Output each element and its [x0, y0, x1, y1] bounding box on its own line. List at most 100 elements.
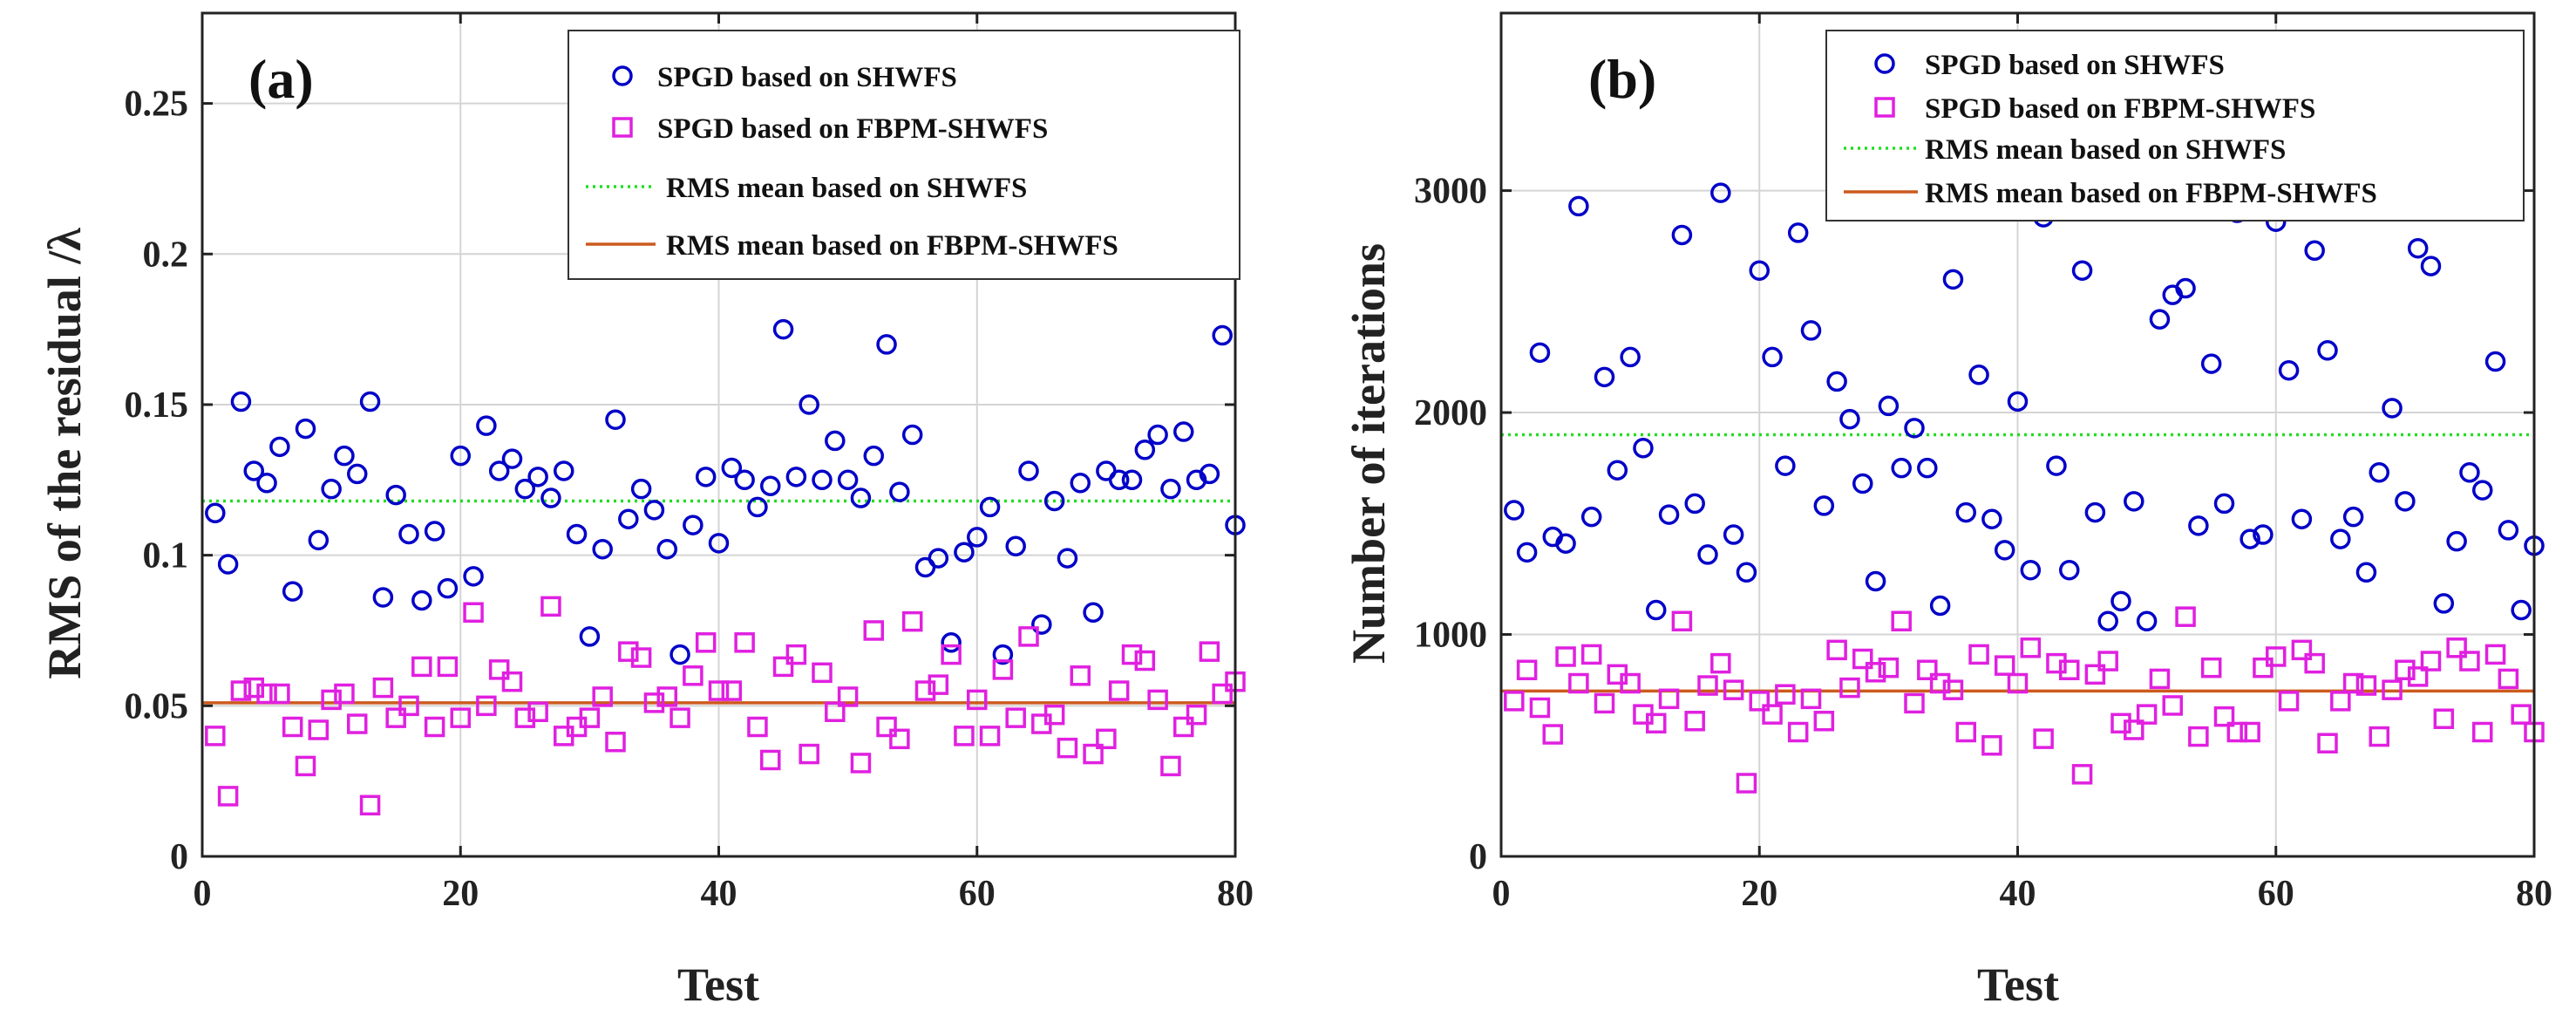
point-fbpm-a-9: [308, 719, 330, 740]
x-tick-label-a-1: 20: [442, 874, 479, 914]
point-fbpm-b-53: [2175, 606, 2196, 627]
y-tick-label-b-0: 0: [1469, 837, 1487, 877]
chart-panel-b: 0 20 40 60 80 0 1000 2000 3000 (b) Test Number …: [1342, 11, 2552, 1009]
point-fbpm-a-20: [450, 707, 471, 728]
legend-label-fbpm-b: SPGD based on FBPM-SHWFS: [1925, 93, 2315, 125]
legend-marker-circle-a: [612, 65, 633, 86]
point-fbpm-a-22: [476, 695, 497, 717]
point-fbpm-b-12: [1646, 712, 1667, 734]
point-shwfs-a-29: [566, 523, 588, 545]
point-fbpm-b-61: [2278, 691, 2300, 712]
point-fbpm-a-33: [618, 641, 639, 662]
point-fbpm-b-28: [1852, 648, 1873, 670]
point-shwfs-a-61: [979, 496, 1001, 518]
series-fbpm-points-a: [205, 596, 1246, 816]
point-shwfs-a-31: [592, 538, 613, 560]
point-fbpm-b-5: [1555, 646, 1576, 667]
point-fbpm-a-67: [1057, 737, 1078, 759]
x-tick-label-a-4: 80: [1217, 874, 1254, 914]
point-shwfs-a-36: [656, 538, 677, 560]
point-shwfs-a-24: [501, 448, 523, 469]
y-tick-label-a-4: 0.2: [143, 235, 189, 275]
point-fbpm-b-39: [1994, 655, 2015, 676]
point-fbpm-b-34: [1929, 672, 1951, 694]
point-fbpm-b-7: [1580, 644, 1602, 665]
x-tick-label-a-0: 0: [194, 874, 212, 914]
point-fbpm-b-20: [1749, 691, 1770, 712]
point-shwfs-a-2: [217, 554, 239, 575]
point-fbpm-a-18: [424, 716, 445, 738]
point-shwfs-b-14: [1671, 224, 1693, 246]
point-shwfs-a-35: [643, 500, 665, 521]
point-shwfs-a-68: [1070, 473, 1091, 494]
point-fbpm-a-52: [863, 620, 884, 641]
point-fbpm-b-4: [1542, 724, 1563, 745]
point-fbpm-b-77: [2484, 644, 2506, 665]
point-fbpm-a-42: [734, 632, 755, 653]
point-shwfs-b-9: [1607, 460, 1628, 481]
point-fbpm-b-59: [2253, 657, 2274, 678]
point-shwfs-b-54: [2188, 515, 2209, 536]
point-shwfs-a-40: [708, 533, 730, 554]
point-shwfs-a-52: [863, 445, 884, 467]
point-shwfs-b-23: [1787, 222, 1809, 243]
point-fbpm-b-37: [1968, 644, 1989, 665]
point-fbpm-a-43: [747, 716, 768, 738]
y-tick-label-b-3: 3000: [1414, 172, 1487, 212]
legend-marker-circle-b: [1874, 53, 1895, 74]
point-fbpm-b-21: [1762, 704, 1783, 725]
point-fbpm-b-2: [1516, 659, 1538, 680]
point-fbpm-a-31: [592, 686, 613, 707]
point-fbpm-b-10: [1620, 672, 1641, 694]
point-shwfs-a-58: [941, 632, 962, 653]
point-shwfs-b-12: [1646, 599, 1667, 621]
point-fbpm-b-51: [2149, 668, 2171, 690]
point-fbpm-a-17: [411, 656, 432, 678]
point-fbpm-a-78: [1199, 641, 1220, 662]
point-shwfs-a-30: [579, 626, 601, 647]
point-fbpm-b-72: [2420, 651, 2442, 672]
point-shwfs-b-15: [1684, 493, 1705, 515]
point-shwfs-b-16: [1697, 544, 1718, 565]
point-fbpm-a-68: [1070, 665, 1091, 686]
point-fbpm-a-14: [372, 677, 394, 699]
point-fbpm-a-1: [205, 726, 226, 747]
y-ticks-a: 0 0.05 0.1 0.15 0.2 0.25: [125, 85, 1235, 877]
point-shwfs-b-55: [2200, 353, 2222, 374]
legend-marker-square-b: [1874, 97, 1895, 118]
point-shwfs-a-57: [928, 548, 949, 569]
point-shwfs-a-34: [630, 478, 652, 500]
point-shwfs-a-65: [1031, 614, 1052, 635]
point-fbpm-b-78: [2498, 668, 2519, 690]
point-shwfs-a-20: [450, 445, 471, 467]
series-shwfs-points-a: [205, 318, 1246, 665]
point-fbpm-a-36: [656, 686, 677, 707]
point-shwfs-a-66: [1043, 490, 1065, 512]
point-shwfs-a-13: [359, 391, 381, 412]
point-fbpm-a-47: [799, 743, 819, 765]
point-fbpm-a-7: [282, 716, 303, 738]
legend-label-shwfs-b: SPGD based on SHWFS: [1925, 50, 2225, 81]
point-shwfs-a-72: [1121, 469, 1143, 491]
point-fbpm-a-8: [295, 755, 316, 777]
point-shwfs-a-10: [321, 478, 342, 500]
point-fbpm-a-4: [243, 677, 264, 699]
point-shwfs-b-79: [2511, 599, 2532, 621]
point-fbpm-b-56: [2213, 706, 2235, 727]
x-tick-label-a-2: 40: [701, 874, 737, 914]
point-shwfs-b-29: [1865, 570, 1886, 592]
point-fbpm-a-45: [772, 656, 794, 678]
point-fbpm-b-73: [2433, 708, 2455, 729]
point-fbpm-b-30: [1878, 657, 1900, 678]
point-shwfs-a-22: [476, 415, 497, 436]
point-fbpm-b-13: [1658, 688, 1680, 710]
point-shwfs-a-17: [411, 590, 432, 611]
point-fbpm-b-79: [2511, 704, 2532, 725]
point-fbpm-a-73: [1134, 650, 1156, 672]
point-shwfs-a-27: [540, 487, 561, 508]
legend-label-mean-fbpm-a: RMS mean based on FBPM-SHWFS: [666, 230, 1118, 262]
point-shwfs-a-41: [721, 457, 743, 479]
y-tick-label-a-0: 0: [170, 837, 188, 877]
point-shwfs-a-8: [295, 418, 316, 440]
point-shwfs-b-56: [2213, 493, 2235, 515]
